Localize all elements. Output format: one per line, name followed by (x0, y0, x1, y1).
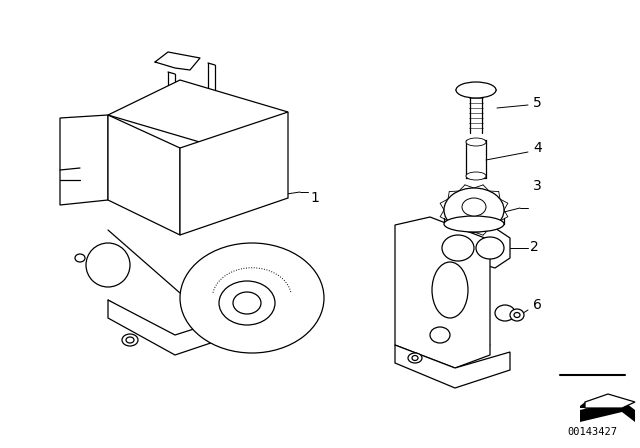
Ellipse shape (444, 216, 504, 232)
Text: 5: 5 (533, 96, 541, 110)
Ellipse shape (233, 292, 261, 314)
Ellipse shape (219, 281, 275, 325)
Text: 1: 1 (310, 191, 319, 205)
Text: 6: 6 (533, 298, 542, 312)
Polygon shape (585, 394, 635, 408)
Ellipse shape (430, 327, 450, 343)
Ellipse shape (180, 243, 324, 353)
Ellipse shape (514, 313, 520, 318)
Polygon shape (60, 115, 108, 205)
Ellipse shape (126, 337, 134, 343)
Ellipse shape (75, 254, 85, 262)
Polygon shape (108, 80, 288, 148)
Text: 00143427: 00143427 (567, 427, 617, 437)
Polygon shape (395, 345, 510, 388)
Ellipse shape (462, 198, 486, 216)
Ellipse shape (432, 262, 468, 318)
Polygon shape (108, 115, 180, 235)
Ellipse shape (466, 138, 486, 146)
Ellipse shape (442, 235, 474, 261)
Ellipse shape (456, 82, 496, 98)
Polygon shape (395, 217, 490, 368)
Ellipse shape (122, 334, 138, 346)
Ellipse shape (495, 305, 515, 321)
Polygon shape (180, 112, 288, 235)
Text: 4: 4 (533, 141, 541, 155)
Ellipse shape (466, 172, 486, 180)
Ellipse shape (476, 237, 504, 259)
Text: 2: 2 (530, 240, 539, 254)
Polygon shape (580, 402, 585, 408)
Ellipse shape (408, 353, 422, 363)
Ellipse shape (510, 309, 524, 321)
Ellipse shape (86, 243, 130, 287)
Ellipse shape (444, 188, 504, 232)
Ellipse shape (412, 356, 418, 361)
Polygon shape (108, 300, 285, 355)
Text: 3: 3 (533, 179, 541, 193)
Polygon shape (580, 400, 635, 422)
